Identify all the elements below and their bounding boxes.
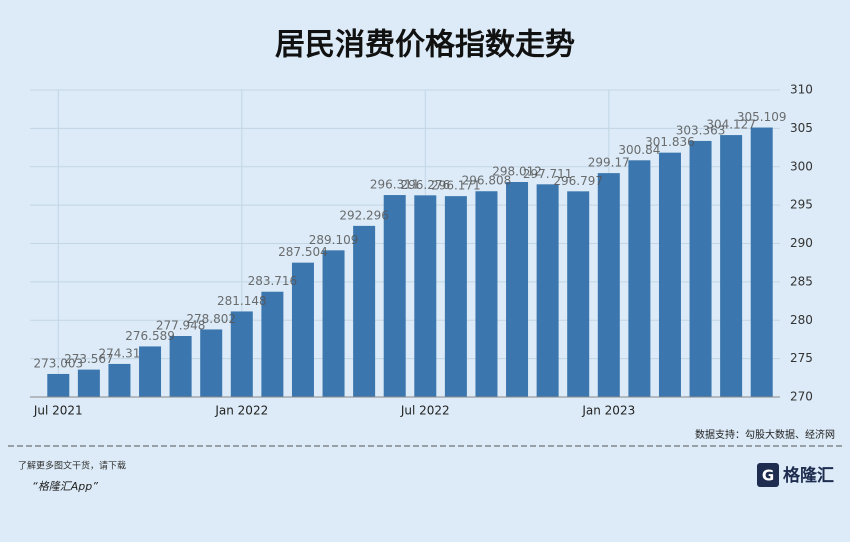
value-label: 296.797: [553, 174, 603, 188]
logo-text: 格隆汇: [783, 465, 834, 486]
value-label: 296.276: [400, 178, 450, 192]
bar: [169, 335, 192, 397]
y-tick-label: 305: [790, 121, 813, 135]
value-label: 278.802: [186, 312, 236, 326]
value-label: 303.363: [676, 123, 726, 137]
source: 数据支持：勾股大数据、经济网: [695, 428, 835, 441]
bar: [230, 311, 253, 397]
bar: [322, 250, 345, 397]
bar: [628, 160, 651, 397]
bar: [47, 373, 70, 397]
value-label: 287.504: [278, 245, 328, 259]
y-tick-label: 275: [790, 351, 813, 365]
bar: [77, 369, 100, 397]
bar: [383, 195, 406, 397]
bar: [475, 191, 498, 397]
bar: [597, 173, 620, 397]
bar: [689, 140, 712, 398]
y-tick-label: 280: [790, 313, 813, 327]
bar: [444, 196, 467, 397]
value-label: 300.84: [618, 143, 660, 157]
value-label: 289.109: [309, 233, 359, 247]
y-tick-label: 290: [790, 236, 813, 250]
footer-text: 了解更多图文干货，请下载: [18, 460, 126, 472]
value-label: 299.17: [588, 156, 630, 170]
bar: [291, 262, 314, 397]
logo-icon: [757, 463, 779, 487]
value-label: 277.948: [156, 318, 206, 332]
y-tick-label: 295: [790, 198, 813, 212]
bar: [506, 182, 529, 397]
value-label: 296.171: [431, 179, 481, 193]
bar: [353, 225, 376, 397]
y-tick-label: 300: [790, 159, 813, 173]
logo-letter: G: [762, 467, 774, 485]
bar: [414, 195, 437, 397]
chart-title: 居民消费价格指数走势: [275, 28, 575, 63]
value-label: 281.148: [217, 294, 267, 308]
value-label: 283.716: [248, 274, 298, 288]
value-label: 305.109: [737, 110, 787, 124]
x-tick-label: Jul 2022: [400, 404, 450, 418]
value-label: 273.567: [64, 352, 114, 366]
bar: [261, 291, 284, 397]
y-tick-label: 310: [790, 83, 813, 97]
value-label: 296.311: [370, 178, 420, 192]
value-label: 292.296: [339, 208, 389, 222]
value-label: 298.012: [492, 165, 542, 179]
bar: [567, 191, 590, 397]
footer-app: “格隆汇App”: [32, 480, 98, 493]
bar: [139, 346, 162, 397]
y-tick-label: 285: [790, 274, 813, 288]
value-label: 274.31: [98, 346, 140, 360]
bar: [720, 135, 743, 398]
bar: [658, 152, 681, 397]
value-label: 273.003: [33, 356, 83, 370]
bar: [750, 127, 773, 397]
value-label: 276.589: [125, 329, 175, 343]
x-tick-label: Jul 2021: [33, 404, 83, 418]
value-label: 297.711: [523, 167, 573, 181]
bar: [200, 329, 223, 397]
bar: [536, 184, 559, 397]
x-tick-label: Jan 2022: [214, 404, 268, 418]
value-label: 296.808: [462, 174, 512, 188]
y-tick-label: 270: [790, 390, 813, 404]
bar: [108, 363, 131, 397]
x-tick-label: Jan 2023: [581, 404, 635, 418]
value-label: 304.127: [706, 118, 756, 132]
value-label: 301.836: [645, 135, 695, 149]
